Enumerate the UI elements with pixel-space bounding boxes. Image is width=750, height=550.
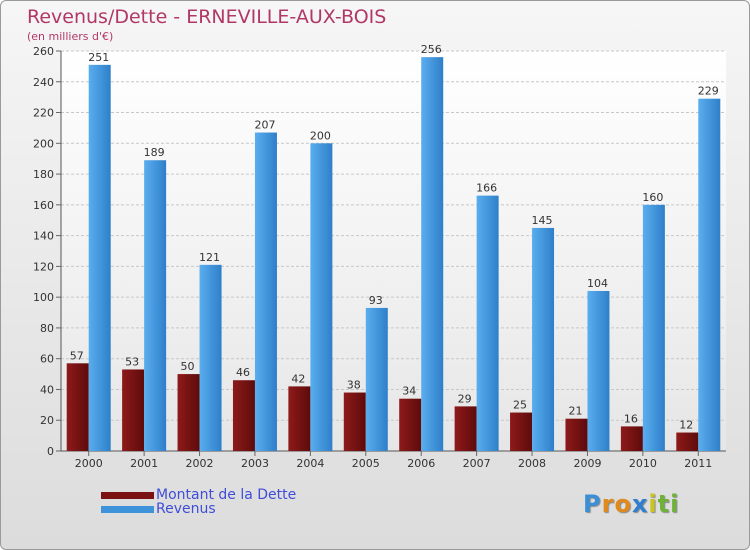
bar-revenus xyxy=(421,57,444,452)
logo-letter: x xyxy=(631,490,649,518)
data-label-dette: 50 xyxy=(181,360,195,373)
data-label-revenus: 145 xyxy=(532,214,553,227)
bar-revenus xyxy=(642,204,665,451)
bar-dette xyxy=(620,426,643,451)
data-label-dette: 42 xyxy=(291,372,305,385)
y-tick-label: 240 xyxy=(33,76,54,89)
x-tick-label: 2002 xyxy=(186,457,214,470)
y-tick-label: 0 xyxy=(47,445,54,458)
logo-letter: P xyxy=(583,490,602,518)
data-label-dette: 12 xyxy=(679,419,693,432)
x-tick-label: 2011 xyxy=(684,457,712,470)
bar-revenus xyxy=(365,307,388,451)
data-label-revenus: 93 xyxy=(369,294,383,307)
chart-title: Revenus/Dette - ERNEVILLE-AUX-BOIS xyxy=(27,6,387,28)
proxiti-logo: Proxiti xyxy=(583,490,679,518)
y-tick-label: 60 xyxy=(40,353,54,366)
x-tick-label: 2010 xyxy=(629,457,657,470)
x-tick-label: 2001 xyxy=(130,457,158,470)
legend-item-revenus: Revenus xyxy=(101,501,216,517)
bar-revenus xyxy=(587,291,610,451)
data-label-dette: 34 xyxy=(402,385,416,398)
logo-letter: i xyxy=(670,490,680,518)
x-tick-label: 2003 xyxy=(241,457,269,470)
y-tick-label: 260 xyxy=(33,45,54,58)
x-tick-label: 2009 xyxy=(573,457,601,470)
bar-dette xyxy=(454,406,477,451)
y-tick-label: 40 xyxy=(40,383,54,396)
bar-revenus xyxy=(88,64,111,451)
bar-revenus xyxy=(254,132,277,452)
y-tick-label: 120 xyxy=(33,260,54,273)
data-label-revenus: 200 xyxy=(310,129,331,142)
data-label-revenus: 166 xyxy=(476,182,497,195)
y-tick-label: 200 xyxy=(33,137,54,150)
data-label-revenus: 160 xyxy=(642,191,663,204)
y-tick-label: 140 xyxy=(33,230,54,243)
legend-label-revenus: Revenus xyxy=(156,501,216,517)
x-tick-label: 2008 xyxy=(518,457,546,470)
bar-revenus xyxy=(698,98,721,451)
data-label-revenus: 256 xyxy=(421,43,442,56)
logo-letter: i xyxy=(648,490,658,518)
logo-letter: t xyxy=(657,490,671,518)
data-label-revenus: 104 xyxy=(587,277,608,290)
data-label-dette: 46 xyxy=(236,366,250,379)
bar-revenus xyxy=(532,227,555,451)
x-tick-label: 2005 xyxy=(352,457,380,470)
data-label-dette: 21 xyxy=(568,405,582,418)
legend-item-dette: Montant de la Dette xyxy=(101,487,296,503)
plot-area xyxy=(61,51,726,451)
y-tick-label: 100 xyxy=(33,291,54,304)
y-tick-label: 20 xyxy=(40,414,54,427)
bar-dette xyxy=(288,386,311,451)
data-label-dette: 38 xyxy=(347,379,361,392)
data-label-dette: 53 xyxy=(125,355,139,368)
data-label-revenus: 207 xyxy=(254,119,275,132)
data-label-dette: 29 xyxy=(458,392,472,405)
legend-swatch-revenus xyxy=(101,505,154,513)
y-tick-label: 220 xyxy=(33,107,54,120)
logo-letter: r xyxy=(601,490,615,518)
data-label-revenus: 121 xyxy=(199,251,220,264)
bar-dette xyxy=(676,432,699,451)
legend-swatch-dette xyxy=(101,491,154,499)
bar-revenus xyxy=(199,264,222,451)
data-label-revenus: 189 xyxy=(144,146,165,159)
x-tick-label: 2000 xyxy=(75,457,103,470)
bar-revenus xyxy=(310,143,333,452)
bar-dette xyxy=(510,412,533,451)
bar-dette xyxy=(66,363,89,451)
data-label-dette: 25 xyxy=(513,399,527,412)
x-tick-label: 2007 xyxy=(463,457,491,470)
data-label-revenus: 229 xyxy=(698,85,719,98)
data-label-dette: 57 xyxy=(70,349,84,362)
chart-subtitle: (en milliers d'€) xyxy=(27,30,114,43)
data-label-revenus: 251 xyxy=(88,51,109,64)
logo-letter: o xyxy=(614,490,632,518)
bar-dette xyxy=(177,374,200,451)
x-tick-label: 2006 xyxy=(407,457,435,470)
bar-dette xyxy=(343,392,366,451)
bar-revenus xyxy=(476,195,499,451)
data-label-dette: 16 xyxy=(624,412,638,425)
y-tick-label: 80 xyxy=(40,322,54,335)
legend-label-dette: Montant de la Dette xyxy=(156,487,297,503)
bar-dette xyxy=(232,380,255,451)
y-tick-label: 160 xyxy=(33,199,54,212)
x-tick-label: 2004 xyxy=(296,457,324,470)
bar-dette xyxy=(122,369,145,451)
bar-dette xyxy=(399,398,422,451)
y-tick-label: 180 xyxy=(33,168,54,181)
bar-dette xyxy=(565,418,588,451)
bar-revenus xyxy=(144,160,167,451)
